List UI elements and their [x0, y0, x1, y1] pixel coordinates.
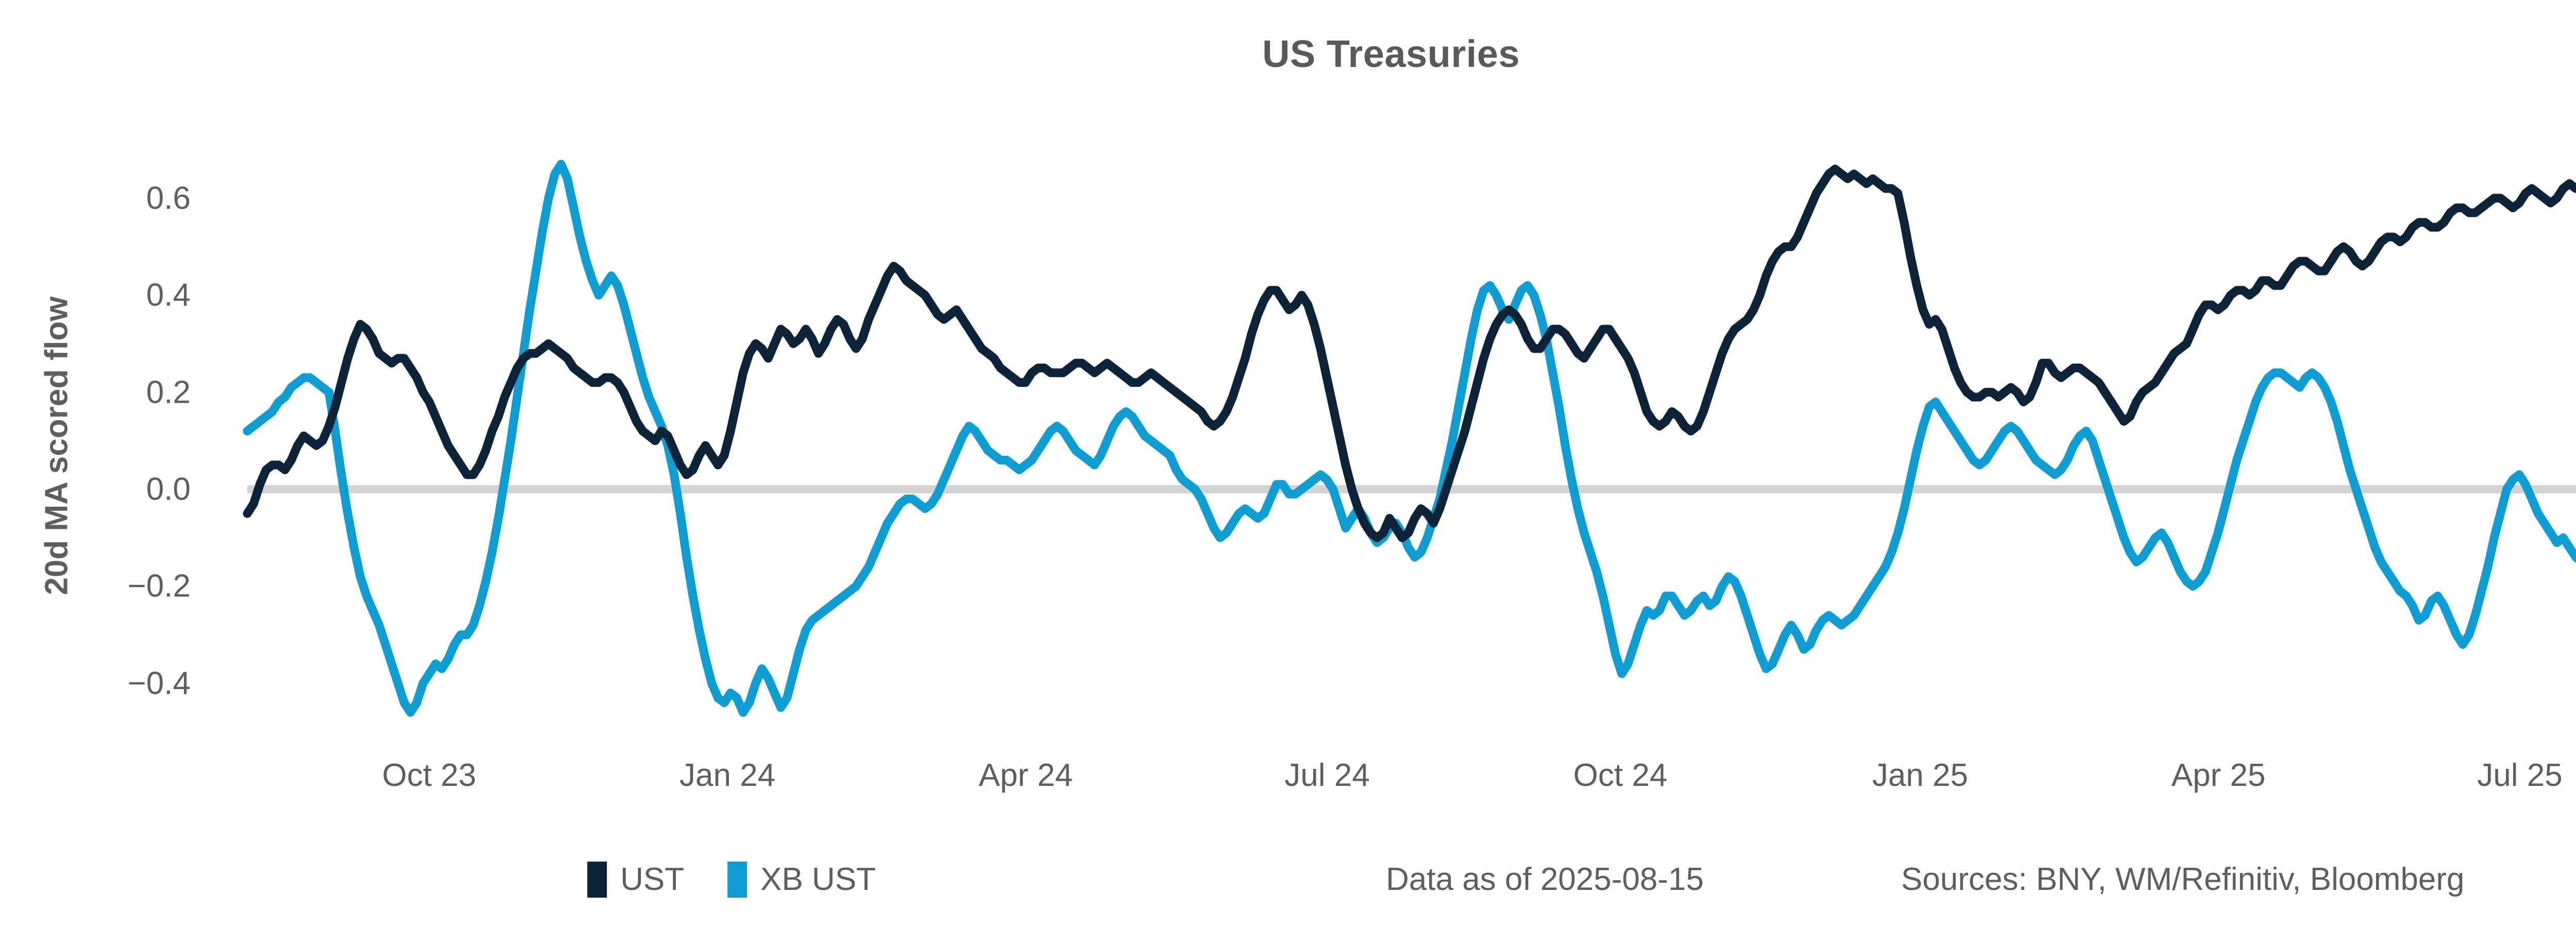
x-tick-label: Oct 23: [382, 758, 477, 793]
legend-swatch-icon: [587, 861, 607, 898]
legend-label: XB UST: [760, 862, 876, 897]
y-tick-label: 0.0: [146, 471, 191, 507]
x-tick-label: Jan 25: [1872, 758, 1969, 793]
sources-label: Sources: BNY, WM/Refinitiv, Bloomberg: [1901, 862, 2465, 897]
legend-item-xb-ust[interactable]: XB UST: [727, 861, 876, 898]
legend-swatch-icon: [727, 861, 747, 898]
x-tick-label: Jan 24: [679, 758, 776, 793]
series-line-xb-ust: [243, 160, 2576, 717]
page-title: US Treasuries: [1262, 32, 1520, 75]
legend-item-ust[interactable]: UST: [587, 861, 684, 898]
y-tick-label: −0.4: [127, 665, 191, 701]
x-tick-label: Oct 24: [1573, 758, 1668, 793]
y-tick-label: 0.4: [146, 277, 191, 313]
x-tick-label: Jul 25: [2477, 758, 2563, 793]
x-tick-label: Apr 24: [978, 758, 1073, 793]
x-tick-label: Jul 24: [1284, 758, 1370, 793]
y-tick-label: −0.2: [127, 568, 191, 604]
y-tick-label: 0.6: [146, 180, 191, 216]
x-tick-label: Apr 25: [2171, 758, 2266, 793]
y-tick-label: 0.2: [146, 374, 191, 410]
legend-label: UST: [620, 862, 684, 897]
data-as-of-label: Data as of 2025-08-15: [1386, 862, 1704, 897]
legend: UST XB UST: [587, 861, 876, 898]
series-line-ust: [243, 164, 2576, 542]
